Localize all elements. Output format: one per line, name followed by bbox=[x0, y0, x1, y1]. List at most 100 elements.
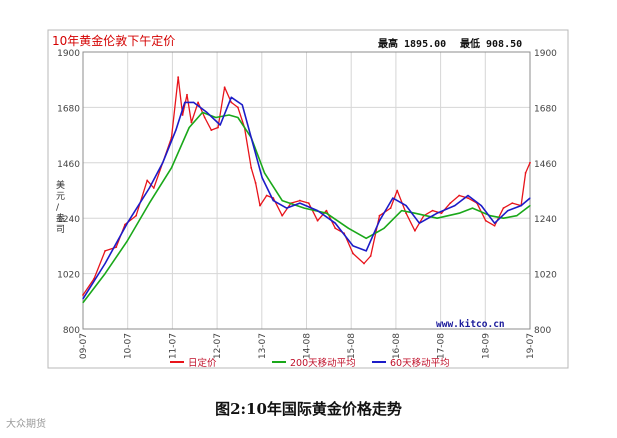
data-point bbox=[177, 76, 180, 79]
y-tick-label-left: 1460 bbox=[57, 160, 80, 170]
data-point bbox=[392, 197, 394, 199]
data-point bbox=[524, 171, 527, 174]
data-point bbox=[325, 209, 328, 212]
data-point bbox=[259, 204, 261, 207]
data-point bbox=[307, 202, 310, 204]
data-point bbox=[215, 116, 217, 119]
axis-labels: 800 800 1020 1020 1240 1240 1460 1460 1680 1680 19… bbox=[56, 49, 557, 359]
data-point bbox=[467, 194, 469, 197]
data-point bbox=[250, 166, 253, 169]
y-tick-label-left: 1240 bbox=[57, 215, 80, 225]
x-tick-label: 12-07 bbox=[213, 333, 223, 359]
x-tick-label: 19-07 bbox=[526, 333, 536, 359]
data-point bbox=[316, 210, 319, 212]
data-point bbox=[529, 161, 531, 164]
y-tick-label-left: 800 bbox=[63, 326, 80, 336]
x-tick-label: 15-08 bbox=[347, 333, 357, 359]
data-point bbox=[458, 212, 460, 214]
x-tick-label: 13-07 bbox=[258, 333, 268, 359]
y-tick-label-right: 1460 bbox=[534, 160, 557, 170]
data-point bbox=[230, 101, 233, 104]
data-point bbox=[82, 301, 84, 304]
data-point bbox=[365, 250, 367, 252]
legend-label: 200天移动平均 bbox=[290, 357, 356, 369]
data-point bbox=[104, 262, 106, 265]
y-tick-label-right: 1240 bbox=[534, 215, 557, 225]
data-point bbox=[369, 255, 372, 257]
data-point bbox=[104, 273, 106, 275]
data-point bbox=[126, 222, 128, 224]
high-label: 最高 1895.00 bbox=[378, 37, 446, 50]
data-point bbox=[162, 162, 164, 164]
legend-label: 60天移动平均 bbox=[390, 357, 450, 369]
x-tick-label: 10-07 bbox=[124, 333, 134, 359]
data-point bbox=[82, 298, 84, 300]
data-point bbox=[250, 137, 252, 139]
data-point bbox=[170, 167, 173, 169]
data-point bbox=[365, 237, 367, 239]
data-point bbox=[363, 262, 365, 265]
data-point bbox=[396, 189, 399, 192]
data-point bbox=[352, 245, 354, 247]
data-point bbox=[148, 202, 150, 204]
data-point bbox=[201, 111, 204, 114]
data-point bbox=[217, 126, 219, 129]
data-point bbox=[206, 111, 208, 114]
data-point bbox=[203, 116, 206, 119]
low-label: 最低 908.50 bbox=[460, 37, 522, 50]
data-point bbox=[471, 207, 474, 209]
data-point bbox=[418, 222, 420, 224]
x-tick-label: 09-07 bbox=[79, 333, 89, 359]
data-point bbox=[299, 202, 301, 204]
data-point bbox=[265, 194, 268, 197]
data-point bbox=[520, 205, 522, 207]
data-point bbox=[152, 187, 155, 189]
data-point bbox=[436, 212, 438, 214]
data-point bbox=[228, 114, 230, 116]
data-point bbox=[378, 220, 381, 222]
data-point bbox=[502, 217, 505, 219]
data-point bbox=[281, 199, 283, 202]
data-point bbox=[126, 240, 128, 242]
data-point bbox=[405, 212, 407, 215]
y-tick-label-right: 1680 bbox=[534, 104, 557, 114]
data-point bbox=[454, 205, 456, 207]
data-point bbox=[431, 209, 434, 212]
x-tick-label: 18-09 bbox=[481, 333, 491, 359]
data-point bbox=[316, 219, 319, 222]
data-point bbox=[285, 207, 288, 209]
data-point bbox=[511, 202, 514, 204]
data-point bbox=[529, 205, 531, 207]
data-point bbox=[188, 126, 190, 129]
data-point bbox=[148, 187, 150, 189]
data-point bbox=[197, 101, 199, 104]
data-point bbox=[175, 129, 177, 131]
y-tick-label-left: 1680 bbox=[57, 104, 80, 114]
data-point bbox=[303, 207, 305, 209]
data-point bbox=[115, 246, 118, 249]
data-point bbox=[493, 222, 496, 224]
data-point bbox=[458, 194, 461, 197]
chart-frame bbox=[47, 29, 569, 369]
data-point bbox=[181, 114, 184, 116]
y-tick-label-right: 800 bbox=[534, 326, 551, 336]
data-point bbox=[261, 177, 263, 179]
plot-border bbox=[82, 51, 531, 330]
data-point bbox=[104, 250, 107, 252]
data-point bbox=[254, 182, 257, 184]
x-tick-label: 14-08 bbox=[303, 333, 313, 359]
y-tick-label-left: 1900 bbox=[57, 49, 80, 59]
legend-label: 日定价 bbox=[188, 357, 217, 369]
data-point bbox=[378, 214, 381, 217]
data-point bbox=[281, 214, 284, 217]
data-point bbox=[414, 229, 416, 232]
watermark: 大众期货 bbox=[6, 419, 46, 430]
data-point bbox=[219, 124, 221, 126]
data-point bbox=[414, 212, 416, 214]
figure-caption: 图2:10年国际黄金价格走势 bbox=[215, 400, 402, 418]
data-point bbox=[237, 106, 239, 109]
y-tick-label-right: 1900 bbox=[534, 49, 557, 59]
data-point bbox=[223, 86, 226, 89]
data-point bbox=[529, 197, 531, 199]
